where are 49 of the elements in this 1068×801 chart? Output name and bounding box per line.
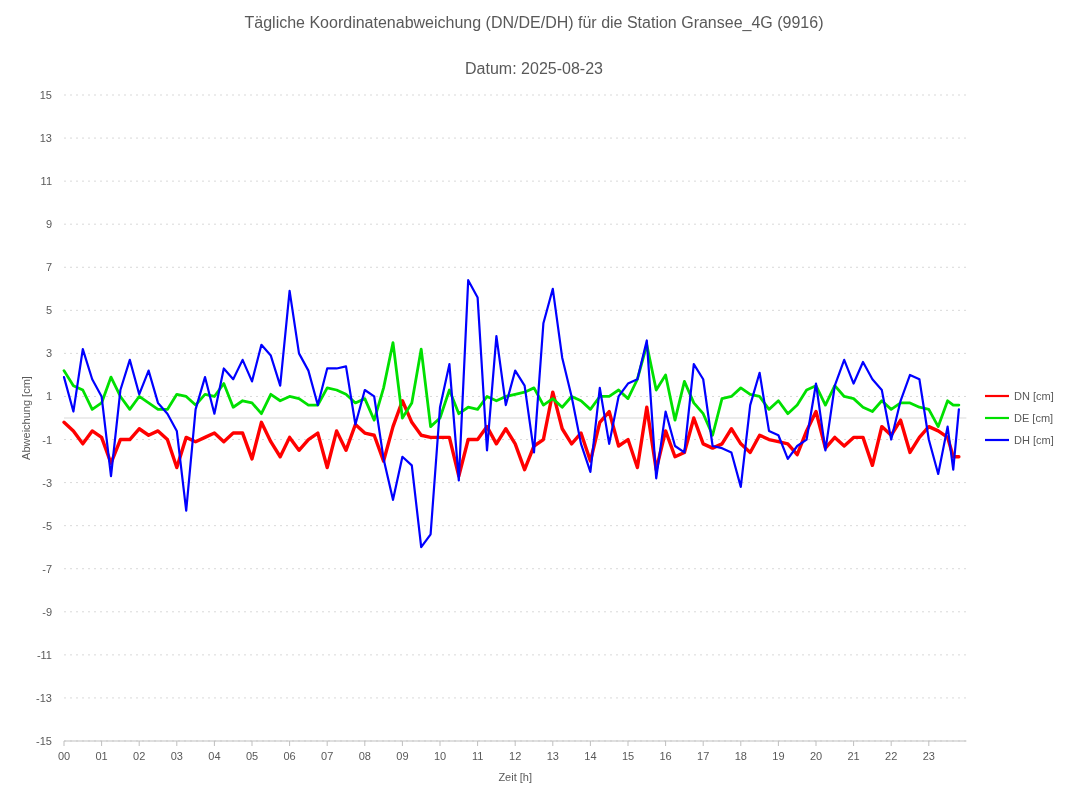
x-tick-label: 18 [734, 750, 747, 762]
y-tick-label: -7 [42, 562, 52, 575]
x-tick-label: 09 [396, 750, 409, 762]
y-tick-label: 13 [39, 132, 52, 145]
y-tick-label: 7 [45, 261, 52, 274]
x-axis-title: Zeit [h] [498, 771, 533, 783]
x-tick-label: 17 [697, 750, 710, 762]
x-tick-label: 07 [321, 750, 334, 762]
x-tick-label: 20 [809, 750, 823, 762]
y-tick-label: 1 [45, 390, 52, 403]
y-tick-label: 15 [39, 89, 52, 101]
x-tick-label: 13 [546, 750, 559, 762]
chart-title: Tägliche Koordinatenabweichung (DN/DE/DH) für die Station Gransee_4G (9916) [244, 14, 824, 32]
x-tick-label: 22 [885, 750, 898, 762]
x-tick-label: 08 [358, 750, 371, 762]
x-tick-label: 10 [433, 750, 447, 762]
y-axis-title: Abweichung [cm] [20, 376, 32, 460]
x-tick-label: 12 [509, 750, 522, 762]
y-tick-label: -11 [36, 648, 52, 661]
x-tick-label: 14 [584, 750, 597, 762]
y-tick-label: -5 [42, 519, 52, 532]
y-tick-label: -13 [36, 691, 52, 704]
x-tick-label: 23 [922, 750, 935, 762]
legend-label: DE [cm] [1014, 412, 1054, 424]
y-tick-label: -1 [42, 433, 52, 446]
chart-subtitle: Datum: 2025-08-23 [465, 60, 604, 77]
x-tick-label: 05 [245, 750, 259, 762]
x-tick-label: 16 [659, 750, 672, 762]
x-tick-label: 19 [772, 750, 785, 762]
x-tick-label: 01 [95, 750, 108, 762]
y-tick-label: 9 [45, 218, 52, 231]
x-tick-label: 11 [471, 750, 484, 762]
x-tick-label: 06 [283, 750, 296, 762]
line-series [62, 341, 961, 437]
y-tick-label: -15 [36, 735, 52, 747]
y-tick-label: -9 [42, 605, 52, 618]
x-tick-label: 04 [208, 750, 221, 762]
y-tick-label: 3 [45, 347, 52, 360]
y-tick-label: 11 [40, 175, 52, 188]
legend-label: DN [cm] [1014, 390, 1054, 402]
legend-label: DH [cm] [1014, 434, 1054, 446]
y-tick-label: -3 [42, 476, 52, 489]
x-tick-label: 03 [170, 750, 183, 762]
x-tick-label: 21 [847, 750, 860, 762]
x-tick-label: 15 [621, 750, 635, 762]
y-tick-label: 5 [45, 304, 52, 317]
x-tick-label: 02 [133, 750, 146, 762]
line-series [62, 279, 960, 549]
x-tick-label: 00 [57, 750, 71, 762]
